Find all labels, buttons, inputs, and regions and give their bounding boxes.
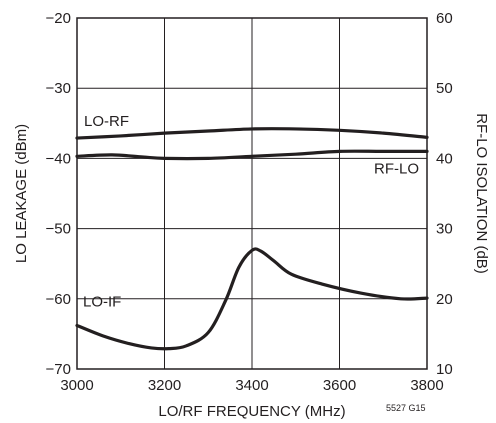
series-line-lo-rf [75, 127, 429, 140]
y-tick-label-left: −60 [46, 291, 71, 308]
x-tick-label: 3200 [148, 377, 181, 394]
y-axis-title-right: RF-LO ISOLATION (dB) [473, 113, 490, 274]
x-tick-label: 3000 [60, 377, 93, 394]
y-tick-label-right: 30 [436, 221, 453, 238]
y-tick-label-right: 10 [436, 361, 453, 378]
series-label-rf-lo: RF-LO [374, 160, 419, 177]
y-tick-label-right: 40 [436, 150, 453, 167]
y-tick-label-left: −30 [46, 80, 71, 97]
series-line-lo-if [75, 247, 429, 351]
y-tick-label-left: −70 [46, 361, 71, 378]
x-tick-label: 3800 [410, 377, 443, 394]
series-labels: LO-RF RF-LO LO-IF [83, 113, 419, 310]
y-tick-label-right: 20 [436, 291, 453, 308]
figure-id: 5527 G15 [386, 403, 426, 413]
plot-frame [76, 17, 428, 370]
x-axis-title: LO/RF FREQUENCY (MHz) [158, 403, 345, 420]
y-tick-label-left: −20 [46, 10, 71, 27]
y-tick-label-left: −50 [46, 221, 71, 238]
series-line-rf-lo [75, 149, 429, 161]
x-tick-label: 3600 [323, 377, 356, 394]
y-tick-label-right: 50 [436, 80, 453, 97]
y-tick-label-right: 60 [436, 10, 453, 27]
series-lines [75, 127, 429, 351]
y-axis-title-left: LO LEAKAGE (dBm) [13, 124, 30, 263]
y-tick-label-left: −40 [46, 150, 71, 167]
x-tick-label: 3400 [235, 377, 268, 394]
series-label-lo-if: LO-IF [83, 293, 121, 310]
grid [77, 18, 427, 369]
series-label-lo-rf: LO-RF [84, 113, 129, 130]
tick-labels: 3000 3200 3400 3600 3800 −70 −60 −50 −40 −30 −20 10… [46, 10, 453, 394]
